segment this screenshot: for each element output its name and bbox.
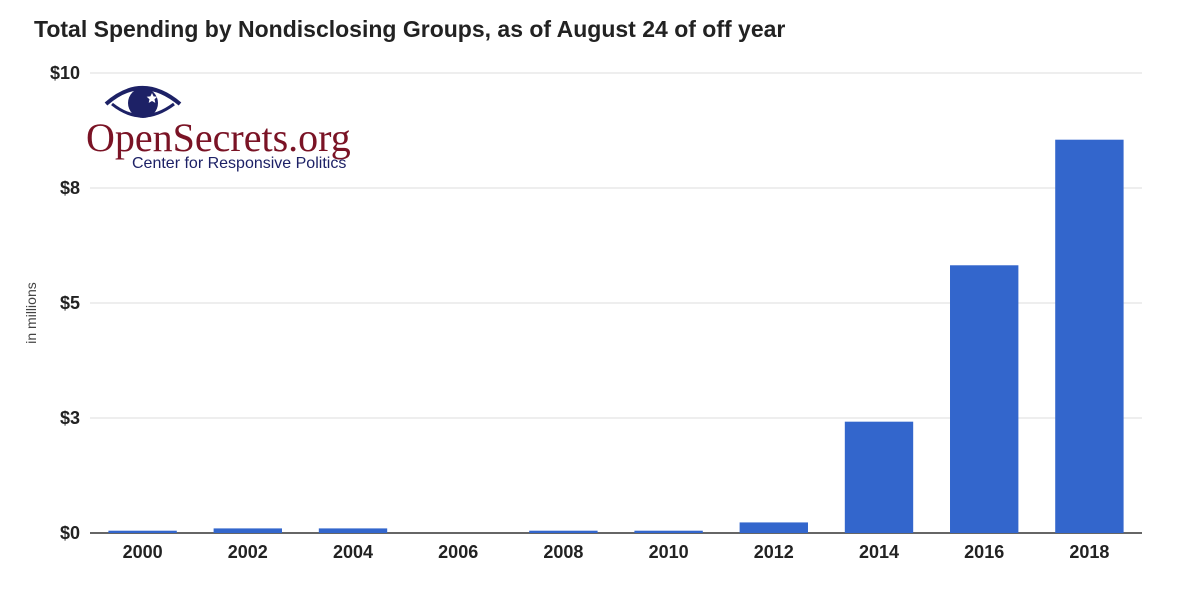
bar-2000 <box>108 530 177 533</box>
bar-2014 <box>844 421 914 533</box>
bar-2004 <box>318 528 388 533</box>
logo-wordmark: OpenSecrets.org <box>86 115 351 160</box>
x-tick-label-2006: 2006 <box>438 542 478 562</box>
y-tick-label: $3 <box>60 408 80 428</box>
x-tick-label-2010: 2010 <box>649 542 689 562</box>
y-tick-label: $8 <box>60 178 80 198</box>
y-tick-label: $5 <box>60 293 80 313</box>
y-axis-title: in millions <box>23 282 39 343</box>
bars <box>108 139 1124 533</box>
y-tick-label: $10 <box>50 63 80 83</box>
y-tick-label: $0 <box>60 523 80 543</box>
opensecrets-logo: OpenSecrets.org Center for Responsive Po… <box>86 86 351 172</box>
x-tick-labels: 2000 2002 2004 2006 2008 2010 2012 2014 2016 2018 <box>123 542 1110 562</box>
y-tick-labels: $0 $3 $5 $8 $10 <box>50 63 80 543</box>
x-tick-label-2018: 2018 <box>1069 542 1109 562</box>
x-tick-label-2004: 2004 <box>333 542 373 562</box>
x-tick-label-2016: 2016 <box>964 542 1004 562</box>
x-tick-label-2002: 2002 <box>228 542 268 562</box>
x-tick-label-2008: 2008 <box>543 542 583 562</box>
bar-2002 <box>213 528 282 533</box>
x-tick-label-2014: 2014 <box>859 542 899 562</box>
x-tick-label-2012: 2012 <box>754 542 794 562</box>
bar-2010 <box>634 530 703 533</box>
bar-2008 <box>529 530 598 533</box>
logo-tagline: Center for Responsive Politics <box>132 155 346 172</box>
x-tick-label-2000: 2000 <box>123 542 163 562</box>
bar-2016 <box>950 265 1019 533</box>
bar-2012 <box>739 522 808 533</box>
chart-title: Total Spending by Nondisclosing Groups, … <box>34 16 786 42</box>
eye-icon <box>104 86 182 118</box>
bar-2018 <box>1055 139 1124 533</box>
